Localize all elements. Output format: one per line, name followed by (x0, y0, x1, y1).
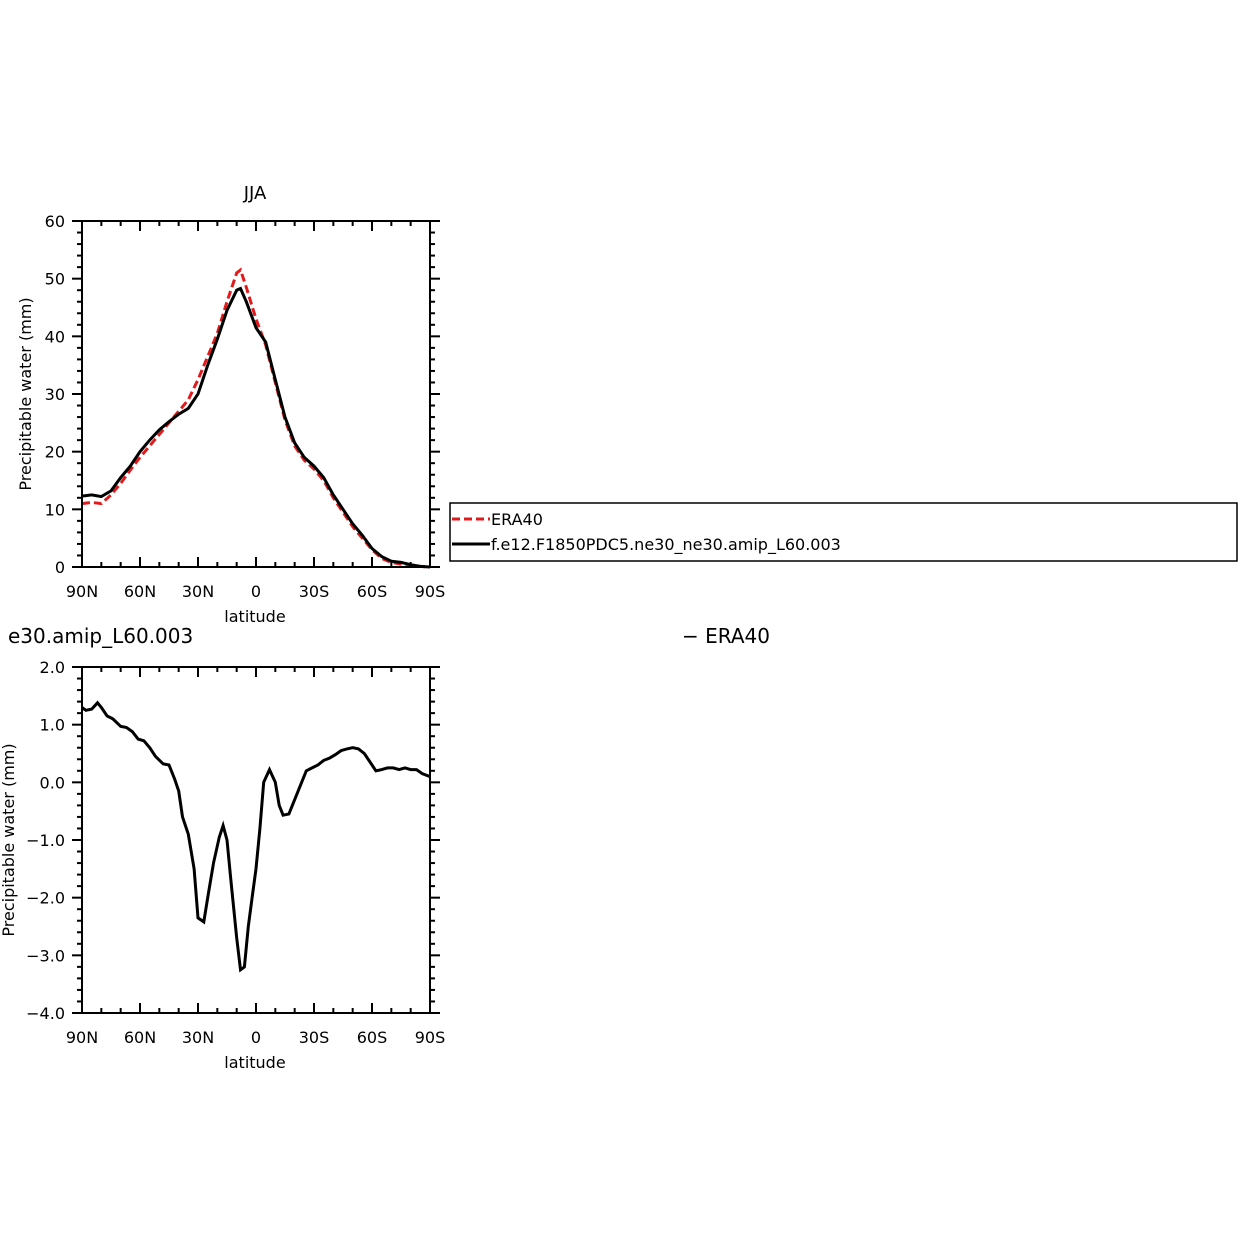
x-axis-label: latitude (224, 1053, 285, 1072)
y-tick-label: −3.0 (26, 946, 65, 965)
y-tick-label: −4.0 (26, 1004, 65, 1023)
series-line-0-1 (81, 286, 431, 569)
plot-frame (81, 666, 431, 1014)
x-tick-label: 90S (415, 582, 446, 601)
chart-jja: JJA Precipitable water (mm) latitude 90N… (16, 183, 445, 626)
y-tick-label: 40 (45, 327, 65, 346)
legend: ERA40 f.e12.F1850PDC5.ne30_ne30.amip_L60… (449, 502, 1238, 562)
y-tick-label: 0 (55, 558, 65, 577)
y-tick-label: 60 (45, 212, 65, 231)
series-line-0-0 (81, 267, 431, 569)
series-group (81, 267, 431, 569)
chart-difference: e30.amip_L60.003 − ERA40 Precipitable wa… (0, 624, 770, 1072)
x-tick-label: 60S (357, 582, 388, 601)
axis-ticks: 90N 60N 30N 0 30S 60S 90S −4.0 −3.0 −2.0 −1.0 0.0 1.… (26, 658, 445, 1047)
y-tick-label: 2.0 (40, 658, 65, 677)
y-tick-label: −2.0 (26, 889, 65, 908)
x-tick-label: 90N (66, 582, 98, 601)
legend-label-era40: ERA40 (491, 510, 543, 529)
y-axis-label: Precipitable water (mm) (16, 297, 35, 490)
plot-frame (81, 220, 431, 568)
chart-title-left: e30.amip_L60.003 (8, 624, 193, 648)
axis-ticks: 90N 60N 30N 0 30S 60S 90S 0 10 20 30 40 50 60 (45, 212, 446, 601)
series-line-1-0 (81, 700, 431, 973)
x-tick-label: 90S (415, 1028, 446, 1047)
y-axis-label: Precipitable water (mm) (0, 743, 18, 936)
y-tick-label: 1.0 (40, 716, 65, 735)
legend-label-model: f.e12.F1850PDC5.ne30_ne30.amip_L60.003 (491, 535, 841, 555)
y-tick-label: 50 (45, 270, 65, 289)
legend-box (449, 502, 1238, 562)
series-group (81, 700, 431, 973)
y-tick-label: 10 (45, 500, 65, 519)
y-tick-label: 0.0 (40, 773, 65, 792)
x-tick-label: 0 (251, 582, 261, 601)
y-tick-label: −1.0 (26, 831, 65, 850)
x-tick-label: 30S (299, 582, 330, 601)
chart-title: JJA (243, 183, 267, 204)
x-tick-label: 60N (124, 582, 156, 601)
y-axis-label-clip: Precipitable water (mm) (0, 743, 18, 936)
x-tick-label: 0 (251, 1028, 261, 1047)
x-tick-label: 30N (182, 582, 214, 601)
x-tick-label: 60S (357, 1028, 388, 1047)
x-tick-label: 30N (182, 1028, 214, 1047)
x-tick-label: 90N (66, 1028, 98, 1047)
x-tick-label: 30S (299, 1028, 330, 1047)
y-tick-label: 30 (45, 385, 65, 404)
y-tick-label: 20 (45, 443, 65, 462)
x-tick-label: 60N (124, 1028, 156, 1047)
x-axis-label: latitude (224, 607, 285, 626)
chart-title-right: − ERA40 (682, 624, 770, 648)
